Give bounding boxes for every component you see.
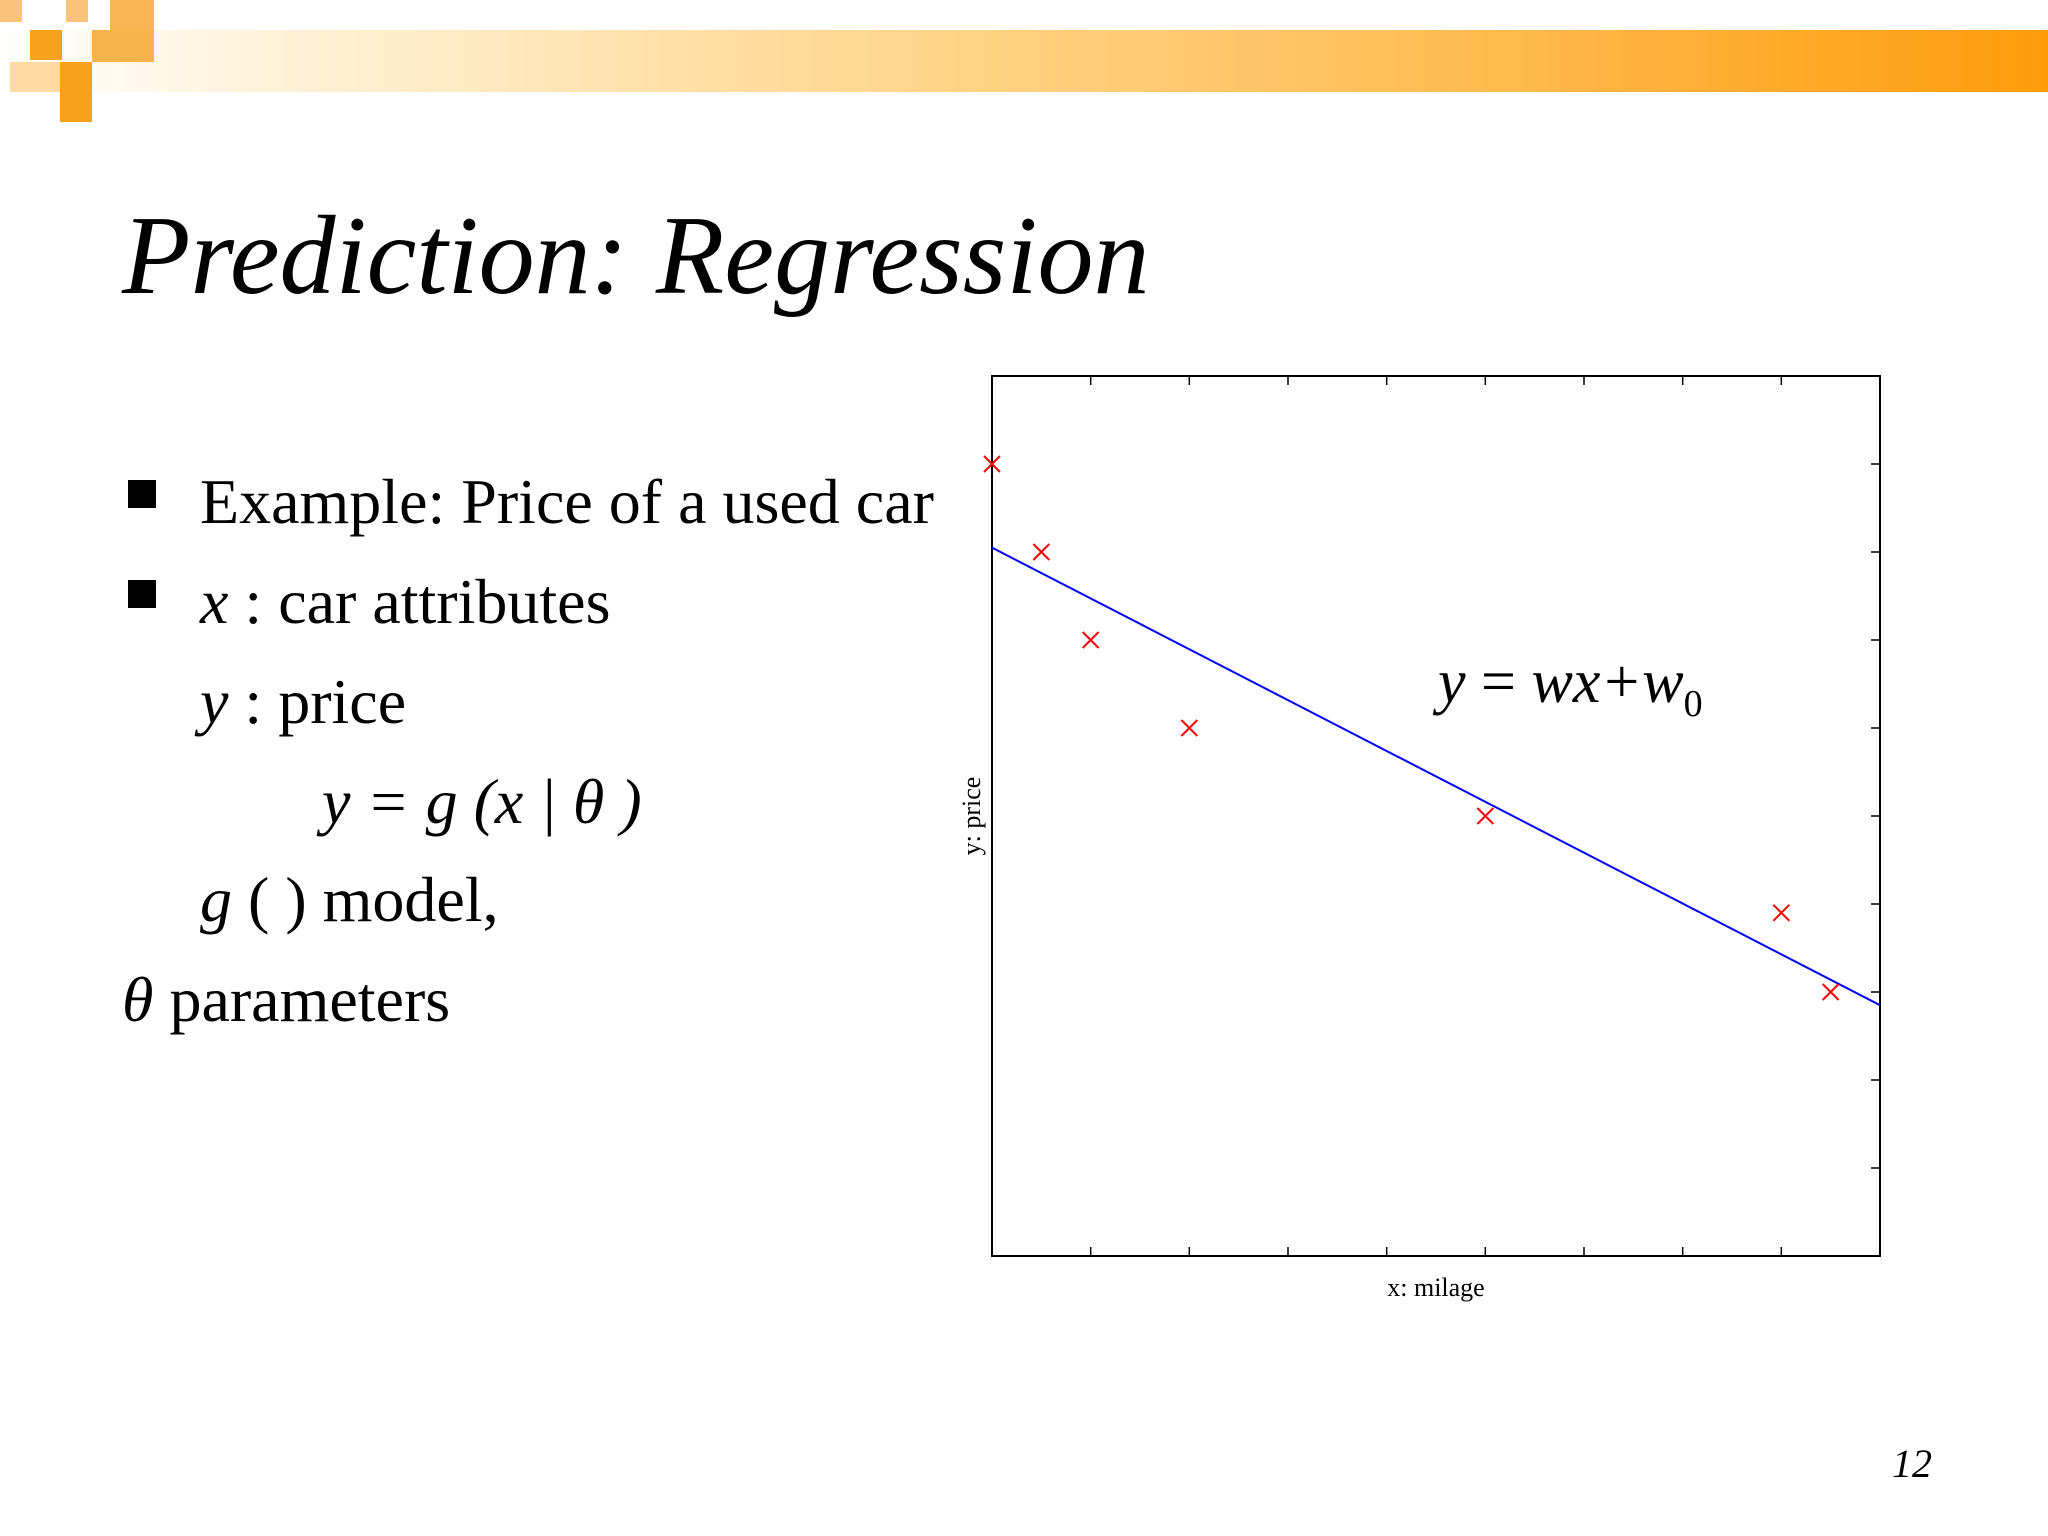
bullet-text-example: Example: Price of a used car [200, 466, 934, 537]
line-y-price: y : price [200, 666, 407, 737]
y-axis-label: y: price [957, 777, 986, 856]
line-g-model: g ( ) model, [200, 864, 499, 935]
data-point [1476, 807, 1495, 825]
regression-line [991, 546, 1881, 1007]
data-point [1772, 904, 1791, 922]
plot-frame [991, 375, 1881, 1257]
x-axis-label: x: milage [1387, 1273, 1484, 1302]
data-point [1032, 543, 1051, 561]
slide-title: Prediction: Regression [122, 194, 1150, 318]
model-equation: y = g (x | θ ) [322, 766, 642, 837]
fit-line-annotation: y = wx+w0 [1432, 648, 1703, 725]
bullet-marker [128, 480, 156, 508]
axis-ticks [1089, 376, 1880, 1256]
bullet-text-x: x : car attributes [200, 566, 611, 637]
data-points [983, 455, 1840, 1001]
data-point [983, 455, 1001, 473]
bullet-marker [128, 580, 156, 608]
line-theta-parameters: θ parameters [122, 964, 451, 1035]
page-number: 12 [1892, 1441, 1932, 1486]
header-banner [0, 30, 2048, 92]
data-point [1821, 983, 1840, 1001]
data-point [1081, 631, 1100, 649]
data-point [1180, 719, 1199, 737]
